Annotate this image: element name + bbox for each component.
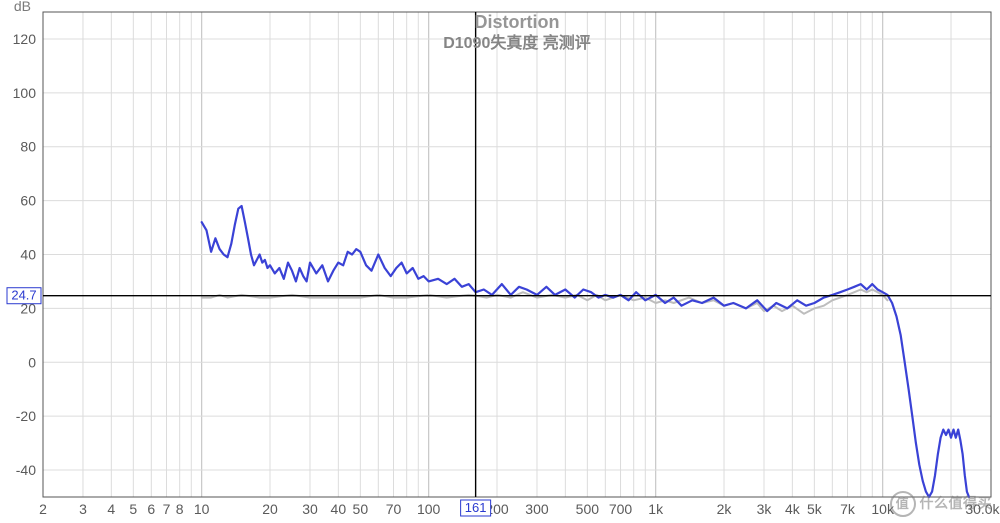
y-tick-label: -40 <box>16 462 36 478</box>
cursor-y-label: 24.7 <box>11 288 36 303</box>
y-tick-label: 60 <box>20 193 36 209</box>
x-tick-label: 6 <box>147 501 155 517</box>
x-tick-label: 30 <box>302 501 318 517</box>
x-tick-label: 100 <box>417 501 441 517</box>
x-tick-label: 300 <box>525 501 549 517</box>
x-tick-label: 500 <box>576 501 600 517</box>
y-unit-label: dB <box>14 0 31 14</box>
x-tick-label: 700 <box>609 501 633 517</box>
x-tick-label: 4 <box>107 501 115 517</box>
x-tick-label: 10k <box>871 501 895 517</box>
chart-title: Distortion <box>475 12 560 32</box>
chart-subtitle: D1090失真度 亮测评 <box>443 33 591 52</box>
chart-svg: -40-20020406080100120dB23456781020304050… <box>0 0 1000 523</box>
distortion-chart: -40-20020406080100120dB23456781020304050… <box>0 0 1000 523</box>
x-tick-label: 7k <box>840 501 856 517</box>
x-tick-label: 50 <box>353 501 369 517</box>
x-tick-label: 10 <box>194 501 210 517</box>
y-tick-label: 120 <box>13 31 37 47</box>
x-tick-label: 3k <box>757 501 773 517</box>
x-tick-label: 20 <box>262 501 278 517</box>
x-tick-label: 3 <box>79 501 87 517</box>
x-tick-label: 5 <box>129 501 137 517</box>
y-tick-label: -20 <box>16 408 36 424</box>
x-tick-label: 70 <box>386 501 402 517</box>
x-tick-label: 1k <box>648 501 664 517</box>
x-tick-label: 2 <box>39 501 47 517</box>
x-tick-label: 4k <box>785 501 801 517</box>
y-tick-label: 100 <box>13 85 37 101</box>
x-tick-label: 5k <box>807 501 823 517</box>
y-tick-label: 0 <box>28 354 36 370</box>
y-tick-label: 80 <box>20 139 36 155</box>
x-tick-label: 8 <box>176 501 184 517</box>
chart-bg <box>0 0 1000 523</box>
cursor-x-label: 161 <box>465 500 487 515</box>
x-tick-label: 7 <box>163 501 171 517</box>
x-tick-label: 2k <box>717 501 733 517</box>
x-tick-label: 40 <box>331 501 347 517</box>
y-tick-label: 40 <box>20 247 36 263</box>
x-end-label: 30.0kHz <box>965 501 1000 517</box>
